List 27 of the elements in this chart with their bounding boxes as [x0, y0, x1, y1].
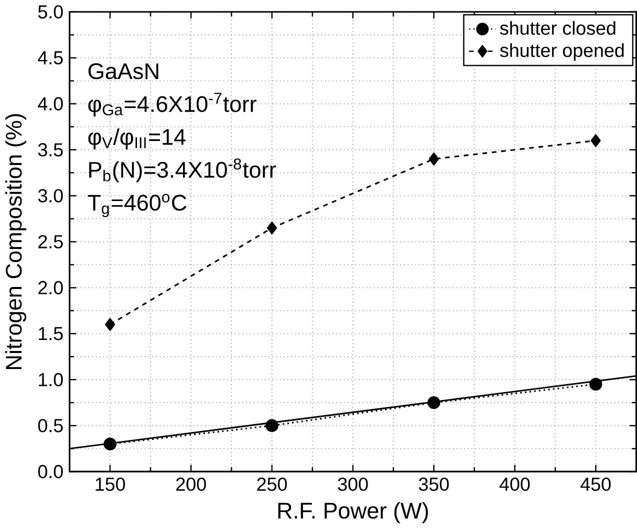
x-tick-label: 250 — [257, 477, 287, 491]
x-tick-label: 300 — [338, 477, 368, 491]
y-tick-label: 4.5 — [38, 51, 63, 64]
y-tick-label: 0.5 — [38, 418, 63, 432]
y-tick-label: 2.5 — [38, 234, 63, 248]
annotation: P$_{b}$(N)=3.4X10$^{-8}$torr — [89, 158, 276, 182]
x-tick-label: 400 — [500, 477, 530, 491]
annotation: φ$_{Ga}$=4.6X10$^{-7}$torr — [88, 92, 256, 116]
y-tick-label: 5.0 — [38, 5, 63, 18]
y-tick-label: 3.5 — [38, 142, 63, 156]
legend-label: shutter closed — [500, 20, 616, 35]
y-axis-title: Nitrogen Composition (%) — [5, 114, 26, 369]
y-tick-label: 2.0 — [38, 280, 63, 294]
x-tick-label: 150 — [96, 477, 125, 491]
x-axis-title: R.F. Power (W) — [278, 502, 428, 523]
y-tick-label: 1.0 — [38, 372, 63, 386]
x-tick-label: 450 — [580, 477, 611, 491]
y-tick-label: 0.0 — [38, 464, 63, 478]
annotation: GaAsN — [88, 63, 158, 80]
annotation: φ$_{V}$/φ$_{III}$=14 — [88, 128, 186, 150]
y-tick-label: 4.0 — [38, 97, 63, 110]
y-tick-label: 1.5 — [38, 326, 63, 340]
legend-label: shutter opened — [500, 43, 624, 61]
x-tick-label: 200 — [176, 477, 206, 491]
x-tick-label: 350 — [418, 477, 449, 491]
annotation: T$_{g}$=460$^{o}$C — [88, 194, 186, 217]
y-tick-label: 3.0 — [38, 188, 63, 202]
